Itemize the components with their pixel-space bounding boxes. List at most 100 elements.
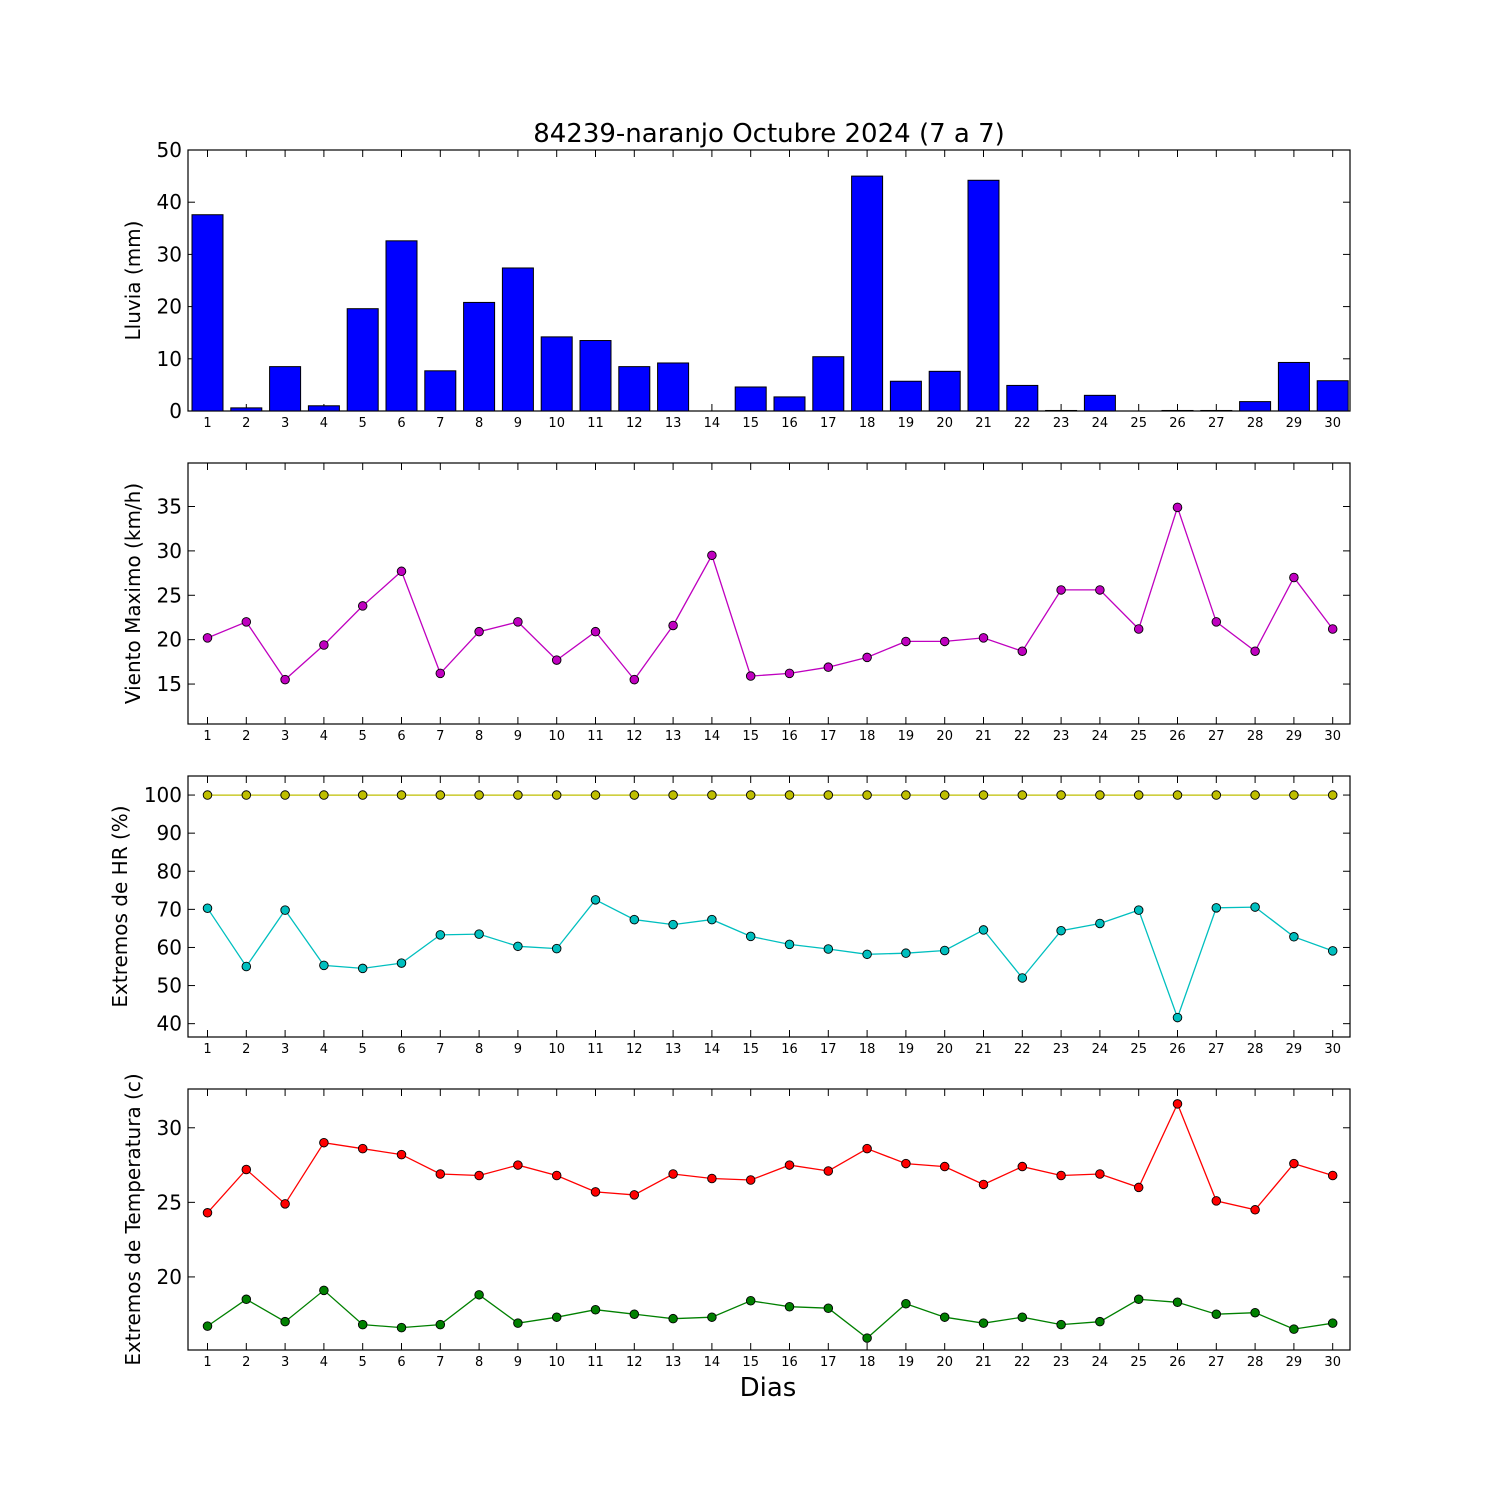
- wind-data-point: [241, 617, 252, 627]
- x-tick-label: 28: [1247, 416, 1264, 431]
- humidity-data-point: [823, 790, 834, 800]
- x-tick-label: 26: [1169, 416, 1186, 431]
- temperature-data-point: [1017, 1312, 1028, 1322]
- y-tick-label: 20: [157, 628, 182, 652]
- humidity-data-point: [668, 919, 678, 930]
- humidity-plot-area: [187, 775, 1351, 1038]
- humidity-data-point: [551, 943, 562, 954]
- x-tick-label: 11: [587, 1042, 604, 1057]
- x-tick-label: 14: [704, 1355, 721, 1370]
- x-tick-label: 12: [626, 729, 643, 744]
- wind-data-point: [629, 674, 640, 685]
- wind-data-point: [1095, 585, 1105, 595]
- humidity-data-point: [551, 790, 562, 800]
- x-tick-label: 8: [475, 416, 483, 431]
- rain-bar: [1316, 380, 1349, 412]
- rain-bar: [773, 396, 806, 412]
- x-tick-label: 16: [781, 1042, 798, 1057]
- humidity-data-point: [784, 790, 795, 800]
- wind-data-point: [202, 633, 213, 643]
- x-tick-label: 21: [975, 1355, 992, 1370]
- rain-bar: [734, 386, 767, 412]
- humidity-data-point: [978, 925, 989, 935]
- x-tick-label: 10: [548, 416, 565, 431]
- temperature-data-point: [978, 1179, 989, 1190]
- x-tick-label: 7: [436, 729, 444, 744]
- x-tick-label: 5: [359, 729, 367, 744]
- humidity-data-point: [901, 790, 911, 800]
- x-tick-label: 30: [1324, 1042, 1341, 1057]
- humidity-data-point: [1250, 902, 1260, 912]
- humidity-data-point: [474, 929, 484, 939]
- rain-bar: [1045, 409, 1078, 412]
- x-tick-label: 15: [742, 1355, 759, 1370]
- x-tick-label: 11: [587, 729, 604, 744]
- x-tick-label: 16: [781, 1355, 798, 1370]
- wind-data-point: [784, 668, 795, 679]
- humidity-data-point: [1133, 905, 1144, 915]
- wind-data-point: [745, 671, 756, 681]
- x-tick-label: 3: [281, 729, 289, 744]
- y-tick-label: 10: [157, 347, 182, 371]
- temperature-data-point: [1017, 1161, 1028, 1172]
- humidity-data-point: [978, 790, 989, 800]
- x-tick-label: 1: [203, 1042, 211, 1057]
- rain-bar: [657, 362, 690, 412]
- rain-bar: [269, 366, 302, 412]
- rain-bar: [812, 356, 845, 412]
- humidity-data-point: [862, 790, 872, 800]
- x-tick-label: 4: [320, 729, 328, 744]
- x-tick-label: 24: [1092, 1355, 1109, 1370]
- humidity-data-point: [901, 948, 911, 958]
- y-tick-label: 30: [157, 1116, 182, 1140]
- x-tick-label: 27: [1208, 416, 1225, 431]
- wind-y-axis-label: Viento Maximo (km/h): [121, 483, 145, 704]
- x-tick-label: 26: [1169, 1355, 1186, 1370]
- temperature-data-point: [1289, 1158, 1299, 1169]
- wind-data-point: [1017, 646, 1028, 656]
- humidity-data-point: [1289, 790, 1299, 800]
- x-tick-label: 9: [514, 1042, 522, 1057]
- x-tick-label: 28: [1247, 1355, 1264, 1370]
- y-tick-label: 80: [157, 859, 182, 883]
- humidity-data-point: [280, 790, 290, 800]
- x-tick-label: 22: [1014, 416, 1031, 431]
- x-tick-label: 30: [1324, 416, 1341, 431]
- chart-title: 84239-naranjo Octubre 2024 (7 a 7): [533, 119, 1005, 149]
- rain-bar: [1161, 409, 1194, 412]
- y-tick-label: 40: [157, 190, 182, 214]
- rain-bar: [230, 407, 263, 412]
- temperature-data-point: [1095, 1316, 1105, 1327]
- x-tick-label: 14: [704, 416, 721, 431]
- y-tick-label: 50: [157, 974, 182, 998]
- wind-data-point: [513, 617, 523, 627]
- humidity-data-point: [668, 790, 678, 800]
- humidity-data-point: [1211, 790, 1222, 800]
- x-tick-label: 5: [359, 1355, 367, 1370]
- x-tick-label: 27: [1208, 1355, 1225, 1370]
- x-tick-label: 20: [936, 416, 953, 431]
- humidity-data-point: [1289, 932, 1299, 942]
- x-tick-label: 25: [1130, 729, 1147, 744]
- humidity-data-point: [435, 790, 446, 800]
- temperature-series-line: [207, 1102, 1333, 1214]
- humidity-data-point: [396, 958, 407, 968]
- x-tick-label: 3: [281, 416, 289, 431]
- x-tick-label: 16: [781, 416, 798, 431]
- humidity-data-point: [241, 961, 252, 972]
- temperature-data-point: [707, 1312, 717, 1322]
- y-tick-label: 50: [157, 138, 182, 162]
- y-tick-label: 25: [157, 583, 182, 607]
- temperature-data-point: [784, 1160, 795, 1170]
- wind-data-point: [668, 620, 678, 631]
- y-tick-label: 40: [157, 1012, 182, 1036]
- x-tick-label: 17: [820, 1355, 837, 1370]
- x-tick-label: 15: [742, 1042, 759, 1057]
- wind-data-point: [435, 668, 446, 679]
- temperature-data-point: [1289, 1324, 1299, 1334]
- x-tick-label: 8: [475, 1042, 483, 1057]
- temperature-data-point: [784, 1301, 795, 1312]
- x-tick-label: 27: [1208, 729, 1225, 744]
